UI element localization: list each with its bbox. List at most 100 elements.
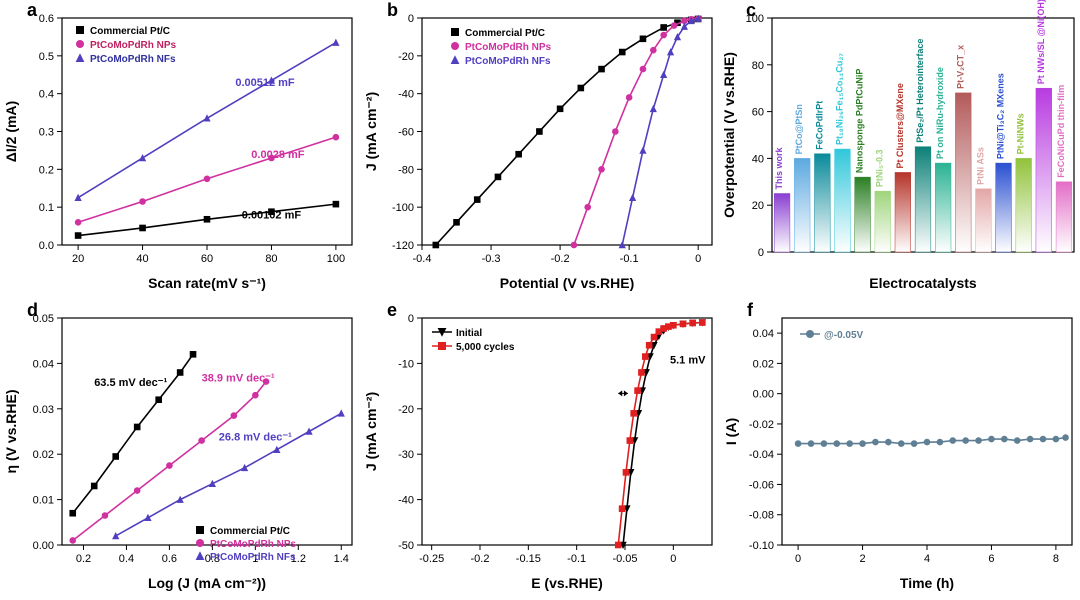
svg-text:-0.3: -0.3 — [482, 253, 501, 265]
svg-text:100: 100 — [327, 253, 345, 265]
svg-text:80: 80 — [265, 253, 277, 265]
svg-text:60: 60 — [201, 253, 213, 265]
svg-text:@-0.05V: @-0.05V — [824, 330, 864, 341]
svg-text:-40: -40 — [398, 89, 414, 101]
svg-text:FeCoPdIrPt: FeCoPdIrPt — [814, 101, 824, 150]
svg-text:20: 20 — [72, 253, 84, 265]
svg-text:FeCoNiCuPd thin-film: FeCoNiCuPd thin-film — [1056, 85, 1066, 178]
svg-text:5,000 cycles: 5,000 cycles — [456, 342, 515, 353]
svg-text:-0.2: -0.2 — [551, 253, 570, 265]
svg-text:4: 4 — [924, 553, 930, 565]
svg-text:0.4: 0.4 — [119, 553, 134, 565]
svg-text:0.00: 0.00 — [33, 540, 54, 552]
svg-text:-100: -100 — [392, 202, 414, 214]
svg-text:-0.08: -0.08 — [749, 510, 774, 522]
svg-text:-80: -80 — [398, 164, 414, 176]
svg-text:40: 40 — [136, 253, 148, 265]
svg-text:-0.02: -0.02 — [749, 419, 774, 431]
panel-b: -0.4-0.3-0.2-0.10-120-100-80-60-40-200Po… — [360, 0, 720, 300]
svg-text:0.1: 0.1 — [39, 202, 54, 214]
svg-text:PtCoMoPdRh NPs: PtCoMoPdRh NPs — [465, 42, 552, 53]
svg-text:-0.15: -0.15 — [516, 553, 541, 565]
svg-text:0.00102 mF: 0.00102 mF — [242, 210, 302, 222]
svg-text:80: 80 — [752, 60, 764, 72]
svg-text:0.03: 0.03 — [33, 404, 54, 416]
svg-text:0.2: 0.2 — [39, 164, 54, 176]
svg-text:PtCoMoPdRh NPs: PtCoMoPdRh NPs — [90, 40, 177, 51]
svg-text:-0.04: -0.04 — [749, 449, 774, 461]
svg-text:0.04: 0.04 — [33, 358, 54, 370]
svg-text:η (V vs.RHE): η (V vs.RHE) — [3, 389, 19, 473]
svg-text:PtCo@PtSn: PtCo@PtSn — [794, 104, 804, 154]
svg-text:Time (h): Time (h) — [900, 575, 954, 591]
svg-text:8: 8 — [1053, 553, 1059, 565]
svg-text:e: e — [387, 300, 397, 320]
svg-text:Pt on NiRu-hydroxide: Pt on NiRu-hydroxide — [935, 67, 945, 159]
svg-text:-40: -40 — [398, 495, 414, 507]
svg-text:PtCoMoPdRh NFs: PtCoMoPdRh NFs — [465, 56, 551, 67]
svg-text:0.01: 0.01 — [33, 495, 54, 507]
svg-text:0: 0 — [795, 553, 801, 565]
svg-text:-0.10: -0.10 — [749, 540, 774, 552]
panel-a: 204060801000.00.10.20.30.40.50.6Scan rat… — [0, 0, 360, 300]
svg-text:Pt NWs/SL @Ni(OH)₂: Pt NWs/SL @Ni(OH)₂ — [1036, 0, 1046, 84]
svg-text:0.5: 0.5 — [39, 51, 54, 63]
svg-text:E (vs.RHE): E (vs.RHE) — [531, 575, 603, 591]
svg-text:20: 20 — [752, 200, 764, 212]
svg-text:0: 0 — [408, 13, 414, 25]
svg-text:I (A): I (A) — [723, 418, 739, 445]
svg-text:0.02: 0.02 — [753, 358, 774, 370]
svg-text:f: f — [747, 300, 754, 320]
svg-text:0: 0 — [670, 553, 676, 565]
svg-text:PtCoMoPdRh NFs: PtCoMoPdRh NFs — [210, 552, 296, 563]
svg-text:-0.25: -0.25 — [419, 553, 444, 565]
svg-text:Scan rate(mV s⁻¹): Scan rate(mV s⁻¹) — [148, 275, 266, 291]
svg-text:-0.1: -0.1 — [567, 553, 586, 565]
svg-text:0.04: 0.04 — [753, 328, 774, 340]
svg-text:Commercial Pt/C: Commercial Pt/C — [90, 26, 170, 37]
svg-text:38.9 mV dec⁻¹: 38.9 mV dec⁻¹ — [202, 373, 275, 385]
panel-c: 020406080100ElectrocatalystsOverpotentia… — [720, 0, 1080, 300]
svg-text:Initial: Initial — [456, 328, 482, 339]
svg-text:PtCoMoPdRh NPs: PtCoMoPdRh NPs — [210, 539, 297, 550]
svg-text:0.00512 mF: 0.00512 mF — [235, 77, 295, 89]
svg-text:0: 0 — [408, 313, 414, 325]
svg-text:0.2: 0.2 — [76, 553, 91, 565]
svg-text:0.4: 0.4 — [39, 89, 54, 101]
svg-text:-20: -20 — [398, 404, 414, 416]
svg-text:0.0028 mF: 0.0028 mF — [251, 149, 304, 161]
panel-e: -0.25-0.2-0.15-0.1-0.050-50-40-30-20-100… — [360, 300, 720, 600]
svg-text:Overpotential (V vs.RHE): Overpotential (V vs.RHE) — [721, 52, 737, 218]
svg-text:-120: -120 — [392, 240, 414, 252]
svg-text:b: b — [387, 0, 398, 20]
svg-text:Nanosponge PdPtCuNiP: Nanosponge PdPtCuNiP — [855, 69, 865, 174]
svg-text:Commercial Pt/C: Commercial Pt/C — [465, 28, 545, 39]
svg-text:Electrocatalysts: Electrocatalysts — [869, 275, 977, 291]
svg-text:d: d — [27, 300, 38, 320]
svg-text:J (mA cm⁻²): J (mA cm⁻²) — [363, 392, 379, 471]
svg-text:Potential (V vs.RHE): Potential (V vs.RHE) — [500, 275, 635, 291]
svg-text:PtNi@Ti₃C₂ MXenes: PtNi@Ti₃C₂ MXenes — [996, 73, 1006, 159]
panel-f: 02468-0.10-0.08-0.06-0.04-0.020.000.020.… — [720, 300, 1080, 600]
svg-text:Pt Clusters@MXene: Pt Clusters@MXene — [895, 83, 905, 168]
svg-text:-0.4: -0.4 — [413, 253, 432, 265]
svg-text:-30: -30 — [398, 449, 414, 461]
svg-text:5.1 mV: 5.1 mV — [670, 354, 706, 366]
svg-text:63.5 mV dec⁻¹: 63.5 mV dec⁻¹ — [94, 377, 167, 389]
svg-text:0.6: 0.6 — [39, 13, 54, 25]
svg-text:6: 6 — [988, 553, 994, 565]
svg-text:a: a — [27, 0, 38, 20]
svg-text:Pt-NiNWs: Pt-NiNWs — [1016, 113, 1026, 154]
svg-text:0: 0 — [695, 253, 701, 265]
svg-text:-0.05: -0.05 — [612, 553, 637, 565]
svg-text:-10: -10 — [398, 358, 414, 370]
panel-d: 0.20.40.60.811.21.40.000.010.020.030.040… — [0, 300, 360, 600]
svg-text:This work: This work — [774, 146, 784, 189]
svg-text:0.6: 0.6 — [162, 553, 177, 565]
svg-text:60: 60 — [752, 107, 764, 119]
svg-text:Log (J (mA cm⁻²)): Log (J (mA cm⁻²)) — [148, 575, 266, 591]
svg-text:0: 0 — [758, 247, 764, 259]
svg-text:26.8 mV dec⁻¹: 26.8 mV dec⁻¹ — [219, 432, 292, 444]
svg-text:-50: -50 — [398, 540, 414, 552]
svg-text:PtCoMoPdRh NFs: PtCoMoPdRh NFs — [90, 54, 176, 65]
